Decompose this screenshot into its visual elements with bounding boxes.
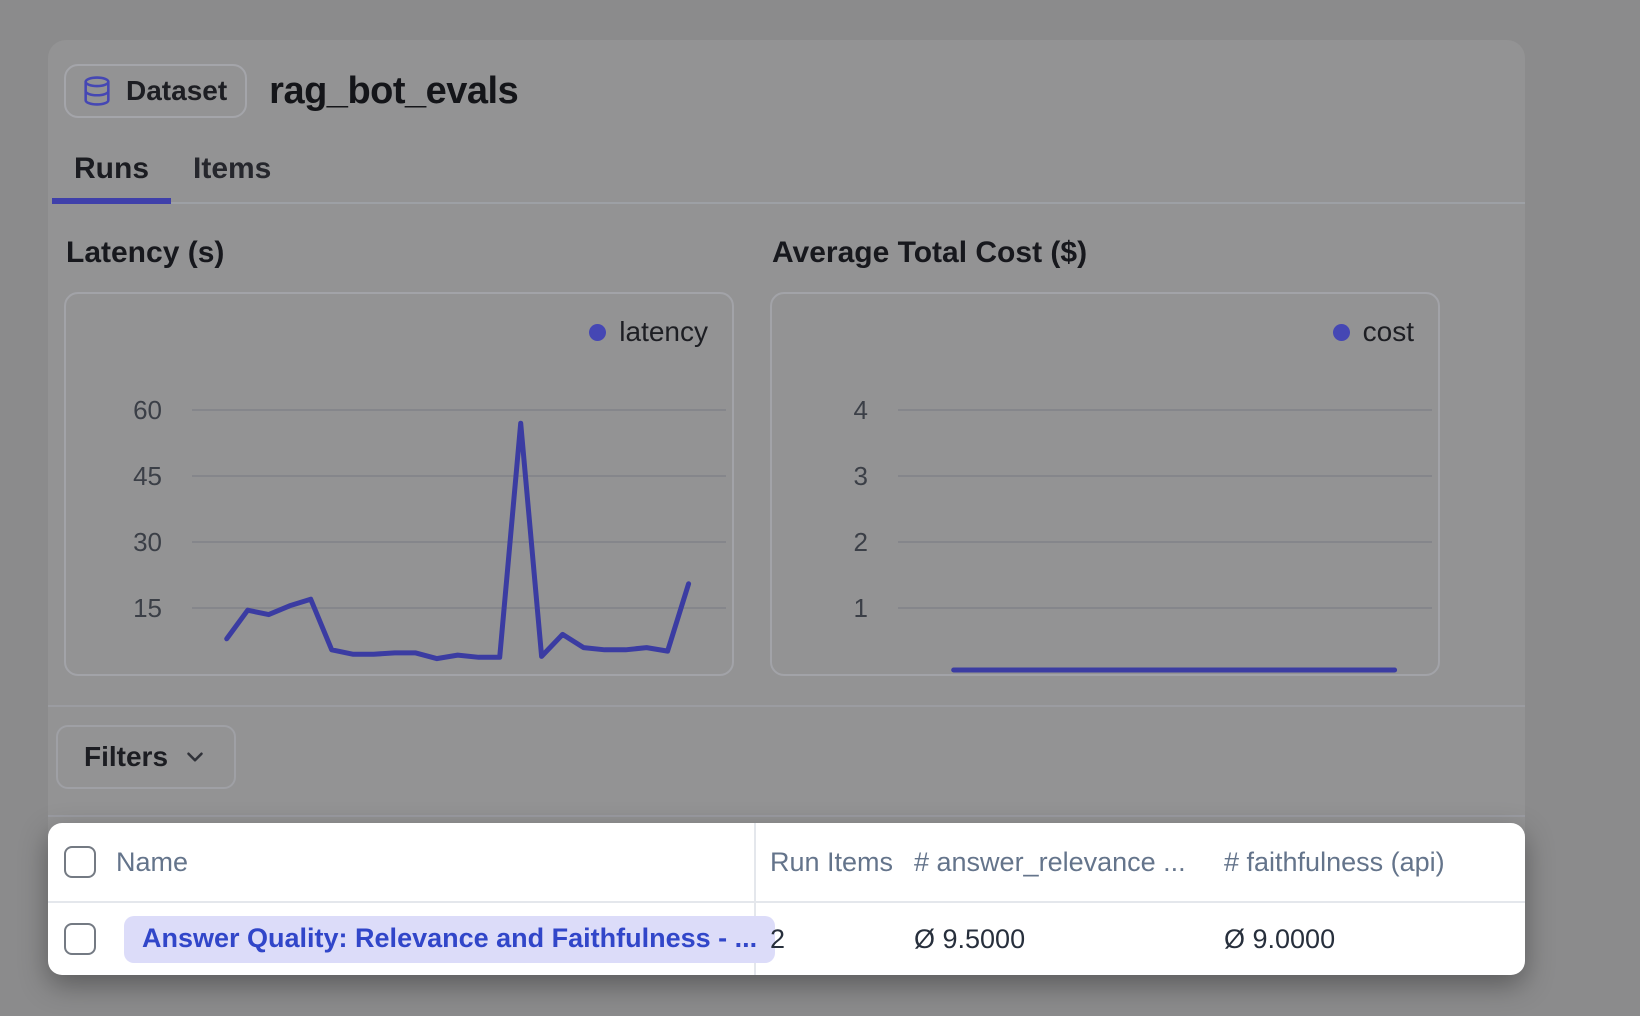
runs-table: Name Run Items # answer_relevance ... # …: [48, 823, 1525, 975]
column-header-faithfulness[interactable]: # faithfulness (api): [1224, 846, 1445, 877]
latency-chart: 60 45 30 15 latency: [64, 292, 734, 676]
runs-table-section: Name Run Items # answer_relevance ... # …: [48, 815, 1525, 975]
faithfulness-avg-value: Ø 9.0000: [1224, 923, 1336, 954]
charts-row: Latency (s) 60 45 30 15 latency Average Tot…: [48, 204, 1525, 676]
svg-text:15: 15: [133, 593, 162, 623]
svg-text:30: 30: [133, 527, 162, 557]
table-row: Answer Quality: Relevance and Faithfulne…: [48, 903, 1525, 975]
section-divider: [48, 705, 1525, 707]
chevron-down-icon: [182, 744, 208, 770]
run-items-value: 2: [770, 923, 786, 954]
cost-legend-dot-icon: [1332, 323, 1350, 341]
runs-table-header-row: Name Run Items # answer_relevance ... # …: [48, 823, 1525, 903]
latency-chart-block: Latency (s) 60 45 30 15 latency: [64, 204, 734, 676]
cost-legend: cost: [1332, 316, 1414, 348]
svg-text:3: 3: [854, 461, 868, 491]
database-icon: [80, 74, 114, 108]
filters-button[interactable]: Filters: [56, 725, 237, 789]
tab-runs[interactable]: Runs: [52, 146, 171, 204]
latency-line-chart-canvas: 60 45 30 15: [133, 395, 726, 662]
filters-button-label: Filters: [84, 741, 169, 772]
page-title: rag_bot_evals: [269, 69, 519, 112]
latency-legend-dot-icon: [589, 323, 607, 341]
dataset-page-card: Dataset rag_bot_evals Runs Items Latency…: [48, 40, 1525, 975]
cost-legend-label: cost: [1362, 316, 1414, 347]
page-header: Dataset rag_bot_evals: [64, 64, 1509, 118]
svg-text:4: 4: [854, 395, 868, 425]
dataset-badge: Dataset: [64, 64, 248, 118]
row-checkbox[interactable]: [64, 923, 96, 955]
cost-chart-title: Average Total Cost ($): [772, 236, 1088, 269]
cost-chart-block: Average Total Cost ($) 4 3 2 1 cost: [770, 204, 1440, 676]
dataset-badge-label: Dataset: [126, 75, 228, 106]
column-header-name[interactable]: Name: [116, 846, 189, 877]
svg-text:45: 45: [133, 461, 162, 491]
latency-legend-label: latency: [619, 316, 708, 347]
svg-text:60: 60: [133, 395, 162, 425]
tab-items[interactable]: Items: [193, 152, 272, 185]
cost-line-chart-canvas: 4 3 2 1: [854, 395, 1432, 673]
answer-relevance-avg-value: Ø 9.5000: [914, 923, 1026, 954]
column-header-answer-relevance[interactable]: # answer_relevance ...: [914, 846, 1186, 877]
tab-bar: Runs Items: [52, 146, 1525, 204]
svg-text:2: 2: [854, 527, 868, 557]
latency-chart-title: Latency (s): [66, 236, 225, 269]
run-name-link[interactable]: Answer Quality: Relevance and Faithfulne…: [124, 915, 776, 963]
select-all-checkbox[interactable]: [64, 846, 96, 878]
cost-chart: 4 3 2 1 cost: [770, 292, 1440, 676]
latency-legend: latency: [589, 316, 708, 348]
filters-row: Filters: [56, 725, 1525, 789]
column-header-run-items[interactable]: Run Items: [770, 846, 894, 877]
svg-text:1: 1: [854, 593, 868, 623]
